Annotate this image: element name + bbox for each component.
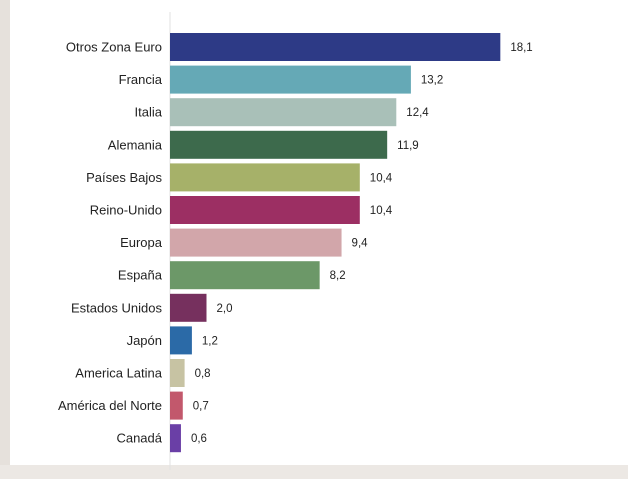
value-label: 8,2: [330, 270, 346, 282]
value-label: 12,4: [406, 107, 429, 119]
bar: [170, 326, 192, 355]
category-label: Europa: [120, 235, 163, 250]
bars-layer: Otros Zona Euro 18,1 Francia 13,2 Italia 12,4…: [58, 33, 533, 453]
left-border-strip: [0, 0, 10, 479]
category-label: Reino-Unido: [90, 203, 162, 218]
bar: [170, 424, 181, 453]
bar: [170, 228, 342, 257]
category-label: America Latina: [75, 366, 162, 381]
category-label: Otros Zona Euro: [66, 40, 162, 55]
bar: [170, 196, 360, 224]
bar: [170, 261, 320, 290]
value-label: 18,1: [510, 42, 532, 54]
category-label: América del Norte: [58, 398, 162, 413]
category-label: Canadá: [116, 431, 162, 446]
bar: [170, 98, 397, 127]
bar: [170, 163, 360, 192]
category-label: Francia: [119, 72, 163, 87]
category-label: Países Bajos: [86, 170, 162, 185]
value-label: 10,4: [370, 172, 393, 184]
value-label: 0,7: [193, 401, 209, 413]
bar: [170, 65, 411, 94]
bar: [170, 293, 207, 322]
value-label: 2,0: [217, 303, 233, 315]
value-label: 11,9: [397, 140, 419, 152]
value-label: 9,4: [352, 238, 369, 250]
value-label: 10,4: [370, 205, 393, 217]
value-label: 0,8: [195, 368, 211, 380]
value-label: 13,2: [421, 75, 443, 87]
bottom-border-strip: [0, 465, 628, 479]
bar: [170, 359, 185, 387]
category-label: Japón: [127, 333, 162, 348]
bar: [170, 130, 388, 159]
category-label: Alemania: [108, 137, 163, 152]
value-label: 0,6: [191, 433, 207, 445]
category-label: Italia: [135, 105, 163, 120]
category-label: España: [118, 268, 163, 283]
bar: [170, 391, 183, 420]
value-label: 1,2: [202, 335, 218, 347]
category-label: Estados Unidos: [71, 300, 163, 315]
bar: [170, 33, 501, 61]
